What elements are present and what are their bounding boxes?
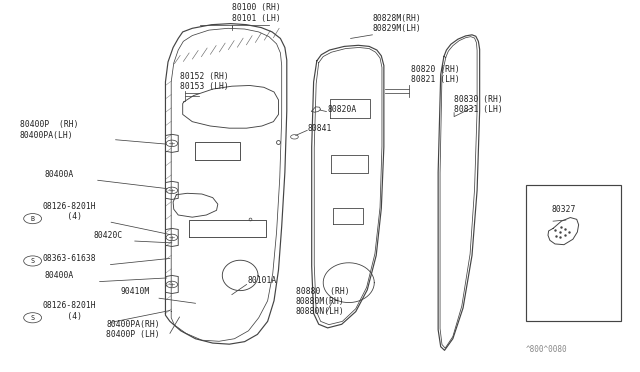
Text: 80880  (RH)
80880M(RH)
80880N(LH): 80880 (RH) 80880M(RH) 80880N(LH) [296, 286, 349, 316]
Text: 80820 (RH)
80821 (LH): 80820 (RH) 80821 (LH) [411, 65, 460, 84]
Text: 80100 (RH)
80101 (LH): 80100 (RH) 80101 (LH) [232, 3, 280, 23]
Text: 90410M: 90410M [121, 287, 150, 296]
Bar [525, 185, 621, 321]
Text: 80400A: 80400A [44, 170, 74, 179]
Text: 80400PA(RH)
80400P (LH): 80400PA(RH) 80400P (LH) [106, 320, 160, 340]
Text: 80420C: 80420C [93, 231, 122, 240]
Text: 80400P  (RH)
80400PA(LH): 80400P (RH) 80400PA(LH) [20, 121, 78, 140]
Text: 80828M(RH)
80829M(LH): 80828M(RH) 80829M(LH) [372, 14, 421, 33]
Text: S: S [31, 258, 35, 264]
Text: 08126-8201H
     (4): 08126-8201H (4) [43, 301, 97, 321]
Text: 80841: 80841 [307, 124, 332, 133]
Text: B: B [31, 216, 35, 222]
Text: 80101A: 80101A [247, 276, 276, 285]
Text: 80327: 80327 [551, 205, 575, 214]
Text: ^800^0080: ^800^0080 [525, 345, 567, 354]
Text: 80152 (RH)
80153 (LH): 80152 (RH) 80153 (LH) [179, 71, 228, 91]
Text: 80820A: 80820A [328, 105, 357, 115]
Text: 08363-61638: 08363-61638 [43, 254, 97, 263]
Text: 80830 (RH)
80831 (LH): 80830 (RH) 80831 (LH) [454, 95, 503, 115]
Text: S: S [31, 315, 35, 321]
Text: 08126-8201H
     (4): 08126-8201H (4) [43, 202, 97, 221]
Text: 80400A: 80400A [44, 271, 74, 280]
